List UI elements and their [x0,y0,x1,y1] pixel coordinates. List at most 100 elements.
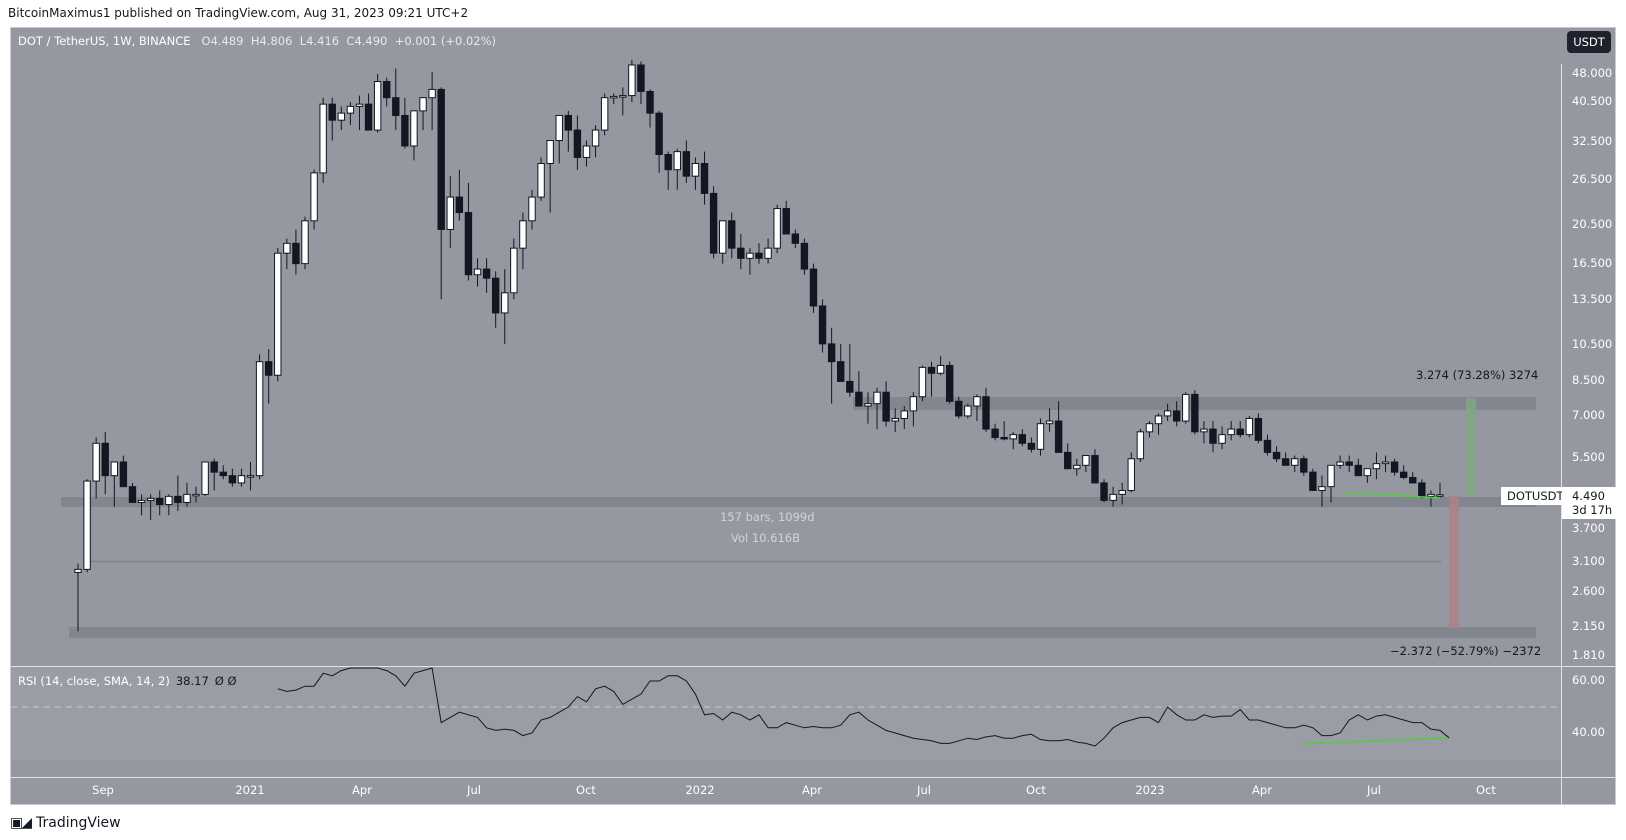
candle [718,220,727,254]
time-tick: 2023 [1135,783,1165,797]
candle [655,112,663,156]
candle [936,364,945,374]
candle [319,103,327,174]
candle [628,64,636,97]
candle [1082,455,1090,466]
time-tick: Jul [1367,783,1381,797]
candle [428,88,436,99]
high-value: 4.806 [259,34,293,48]
candle [364,103,373,131]
candle [419,97,427,112]
candle [83,480,91,570]
candle [401,114,409,147]
candle [746,252,754,259]
price-tick: 3.700 [1572,521,1605,535]
candle [292,242,300,265]
candle [573,129,582,158]
price-tick: 5.500 [1572,450,1605,464]
candle [555,114,563,142]
candle [237,475,246,484]
candle [473,268,482,276]
candle [900,410,908,419]
candle [119,461,128,488]
candle [927,366,936,374]
candle [210,461,218,473]
candle [1236,428,1244,436]
candle [709,192,718,254]
price-tick: 26.500 [1572,172,1613,186]
time-tick: Oct [1476,783,1496,797]
candle [337,112,346,121]
candle [791,233,800,244]
publisher-line: BitcoinMaximus1 published on TradingView… [8,6,469,20]
time-tick: Oct [576,783,596,797]
candle [646,90,654,114]
candle [192,493,200,497]
candle [873,391,881,405]
candle [383,81,391,99]
candle [437,88,445,230]
candle [664,154,672,171]
candle [1136,431,1145,460]
rsi-extra: Ø Ø [214,674,237,688]
candle [1327,464,1335,488]
candle [110,461,119,477]
candle [1045,420,1054,425]
candle [891,417,899,422]
rsi-tick-40: 40.00 [1572,725,1605,739]
candle [1218,434,1226,444]
candle [728,220,736,249]
candle [228,475,237,484]
candle [1064,451,1072,470]
range-volume-label: Vol 10.616B [731,531,800,545]
candle [1127,458,1135,491]
price-tick: 40.500 [1572,94,1613,108]
time-tick: 2021 [235,783,265,797]
footer-brand[interactable]: TradingView [36,815,121,831]
candle [410,110,418,147]
candle [673,151,681,171]
symbol-label[interactable]: DOT / TetherUS, 1W, BINANCE [18,34,191,48]
currency-button[interactable]: USDT [1567,31,1611,53]
rsi-tick-60: 60.00 [1572,673,1605,687]
candle [274,252,282,376]
close-label: C [346,34,355,48]
candle [1000,436,1008,440]
candle [1073,464,1081,470]
candle [1390,461,1399,473]
candle [491,277,500,314]
candle [183,493,191,503]
rsi-legend[interactable]: RSI (14, close, SMA, 14, 2) 38.17 Ø Ø [18,674,237,688]
candle [973,396,981,407]
candle [1263,439,1272,453]
candle [128,486,137,503]
candle [537,162,545,198]
tradingview-logo-icon: ▣◢ [10,815,32,831]
candle [1018,434,1027,444]
candle [137,499,146,503]
measure-up-label: 3.274 (73.28%) 3274 [1416,368,1539,382]
candle [482,268,491,279]
price-tick: 3.100 [1572,554,1605,568]
candle [945,364,954,402]
candle [328,103,336,121]
candle [346,105,355,114]
chart-legend: DOT / TetherUS, 1W, BINANCE O4.489 H4.80… [18,34,496,48]
candle [591,129,600,147]
candle [101,442,109,477]
rsi-trendline [1301,737,1449,745]
time-tick: Apr [1252,783,1272,797]
rsi-line [277,667,1450,747]
candle [882,391,890,422]
candle [955,400,963,417]
candle [1336,461,1344,466]
candle [201,461,209,495]
rsi-value: 38.17 [175,674,209,688]
candle [519,220,527,249]
support-zone [61,497,1536,507]
candle [1372,463,1381,470]
candle [156,497,164,506]
candle [682,151,691,177]
price-tick: 2.150 [1572,619,1605,633]
